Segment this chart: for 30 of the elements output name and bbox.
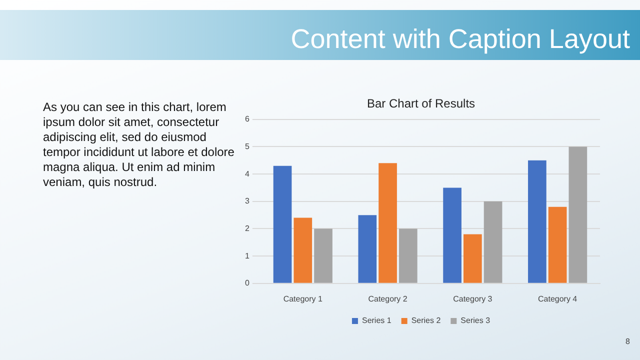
y-tick-label: 4 <box>244 169 250 178</box>
y-tick-label: 6 <box>244 114 250 124</box>
bar <box>548 206 567 283</box>
legend-label: Series 3 <box>460 316 491 326</box>
bar <box>464 234 482 283</box>
x-tick-label: Category 4 <box>538 294 578 304</box>
bar <box>273 166 292 283</box>
x-tick-label: Category 1 <box>283 294 324 304</box>
legend-label: Series 2 <box>411 316 442 326</box>
y-tick-label: 3 <box>244 196 250 206</box>
bar <box>443 188 462 283</box>
legend-label: Series 1 <box>362 316 392 326</box>
y-tick-label: 1 <box>244 251 250 260</box>
x-tick-label: Category 3 <box>453 294 493 304</box>
bar <box>378 163 397 283</box>
bar <box>358 215 377 283</box>
x-tick-label: Category 2 <box>368 294 408 304</box>
y-tick-label: 5 <box>244 142 250 151</box>
y-tick-label: 2 <box>244 224 250 233</box>
text: 8 <box>626 337 630 346</box>
bar <box>484 201 502 283</box>
bar <box>528 160 546 283</box>
bar <box>314 228 332 283</box>
y-tick-label: 0 <box>244 278 250 288</box>
bar <box>398 228 418 283</box>
chart-title: Bar Chart of Results <box>366 96 476 111</box>
text: Content with Caption Layout <box>290 24 630 55</box>
text: As you can see in this chart, lorem ipsum dolor sit amet, consectetur adipiscing elit, sed do eiusmod tempor incididunt ut labore et dolore magna aliqua. Ut enim ad minim veniam, quis nostrud. <box>43 100 236 190</box>
bar <box>294 218 312 283</box>
bar <box>568 146 588 283</box>
